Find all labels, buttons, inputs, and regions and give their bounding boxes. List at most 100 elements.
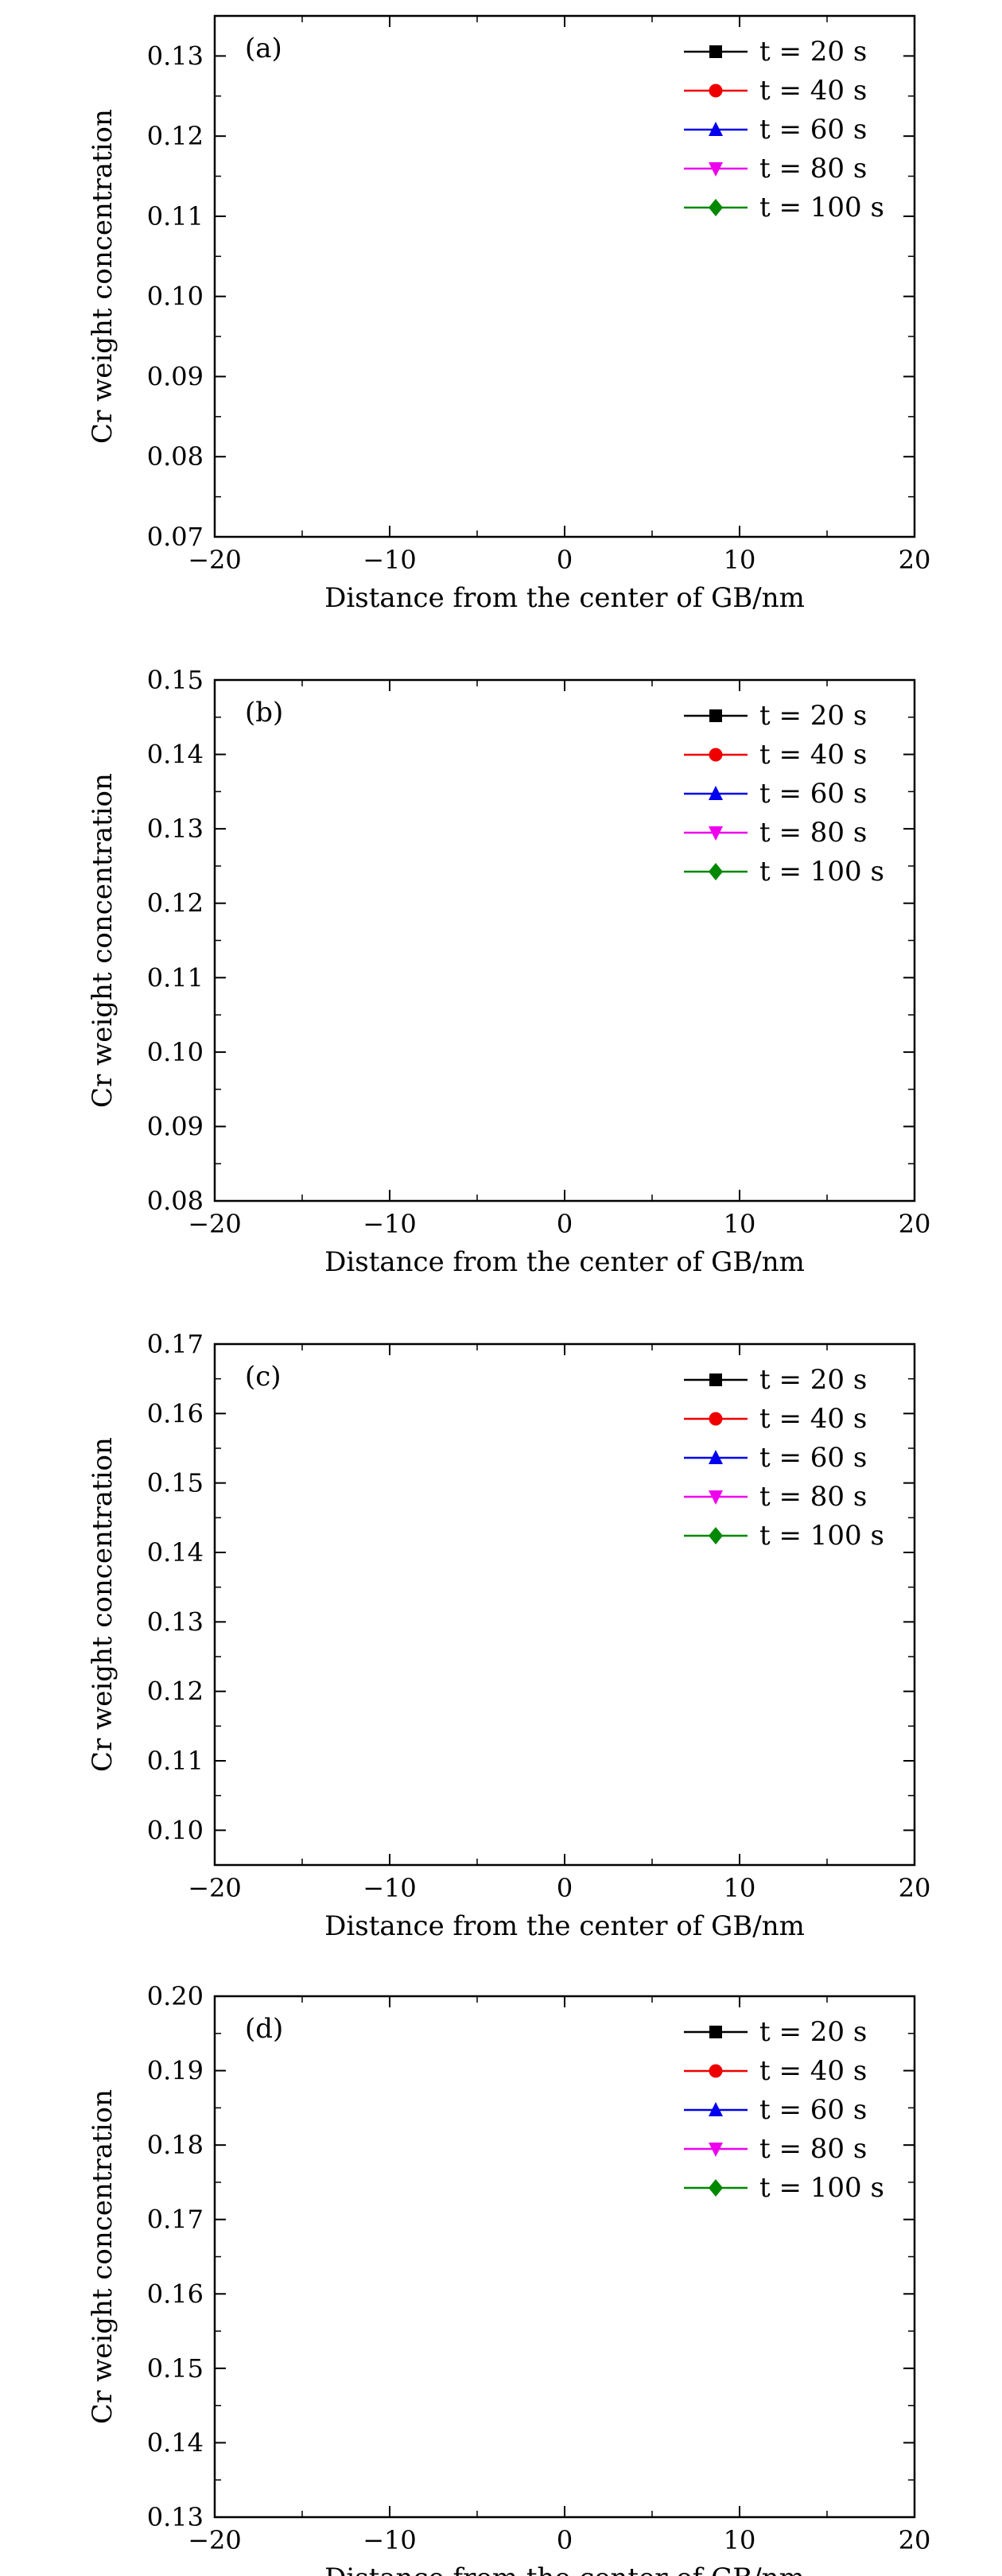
data-point bbox=[643, 0, 655, 13]
data-point bbox=[250, 0, 263, 13]
y-tick-label: 0.14 bbox=[147, 2427, 204, 2457]
data-point bbox=[327, 0, 340, 7]
data-point bbox=[538, 0, 550, 13]
data-point bbox=[698, 0, 711, 13]
data-point bbox=[432, 0, 445, 7]
data-point bbox=[908, 0, 921, 13]
data-point bbox=[306, 0, 319, 13]
data-point bbox=[663, 0, 677, 7]
data-point bbox=[236, 0, 250, 7]
data-point bbox=[824, 0, 837, 13]
data-point bbox=[747, 0, 760, 7]
data-point bbox=[313, 0, 327, 7]
data-point bbox=[432, 0, 445, 7]
data-point bbox=[306, 0, 319, 13]
data-point bbox=[278, 0, 292, 7]
data-point bbox=[558, 0, 572, 7]
legend-label: t = 40 s bbox=[759, 1403, 867, 1435]
data-point bbox=[460, 0, 473, 7]
data-point bbox=[607, 0, 620, 7]
data-point bbox=[818, 0, 830, 13]
data-point bbox=[425, 0, 438, 7]
data-point bbox=[313, 0, 327, 7]
data-point bbox=[726, 0, 739, 13]
data-point bbox=[761, 0, 775, 7]
data-point bbox=[341, 0, 354, 13]
data-point bbox=[789, 0, 802, 7]
data-point bbox=[663, 0, 676, 13]
data-point bbox=[852, 0, 865, 13]
data-point bbox=[600, 0, 613, 13]
data-point bbox=[558, 0, 571, 13]
data-point bbox=[789, 0, 802, 7]
plot-area bbox=[208, 0, 922, 13]
data-point bbox=[908, 0, 921, 13]
data-point bbox=[670, 0, 683, 7]
data-point bbox=[873, 0, 886, 13]
data-point bbox=[523, 0, 536, 13]
x-tick-label: −20 bbox=[188, 1873, 242, 1903]
data-point bbox=[488, 0, 502, 7]
data-point bbox=[656, 0, 669, 13]
data-point bbox=[468, 0, 480, 13]
data-point bbox=[433, 0, 445, 13]
data-point bbox=[530, 0, 543, 7]
data-point bbox=[747, 0, 760, 7]
data-point bbox=[796, 0, 809, 13]
data-point bbox=[754, 0, 767, 13]
data-point bbox=[376, 0, 389, 13]
data-point bbox=[621, 0, 634, 13]
data-point bbox=[789, 0, 802, 7]
data-point bbox=[642, 0, 655, 7]
data-point bbox=[516, 0, 529, 13]
y-tick-label: 0.20 bbox=[147, 1981, 204, 2011]
data-point bbox=[516, 0, 530, 7]
data-point bbox=[243, 0, 257, 7]
data-point bbox=[446, 0, 459, 13]
x-tick-label: 20 bbox=[899, 2525, 931, 2555]
data-point bbox=[334, 0, 347, 13]
data-point bbox=[698, 0, 711, 13]
data-point bbox=[831, 0, 845, 7]
data-point bbox=[873, 0, 887, 7]
data-point bbox=[608, 0, 620, 13]
data-point bbox=[775, 0, 788, 7]
data-point bbox=[257, 0, 270, 7]
data-point bbox=[894, 0, 907, 7]
data-point bbox=[390, 0, 403, 13]
data-point bbox=[880, 0, 893, 13]
data-point bbox=[334, 0, 348, 7]
data-point bbox=[264, 0, 277, 13]
data-point bbox=[271, 0, 284, 13]
data-point bbox=[600, 0, 613, 7]
data-point bbox=[503, 0, 515, 13]
data-point bbox=[503, 0, 515, 13]
y-tick-label: 0.18 bbox=[147, 2130, 204, 2160]
y-axis-title: Cr weight concentration bbox=[87, 2089, 118, 2424]
data-point bbox=[320, 0, 333, 13]
data-point bbox=[719, 0, 732, 13]
data-point bbox=[810, 0, 823, 13]
plot-area bbox=[208, 0, 922, 13]
data-point bbox=[488, 0, 501, 13]
x-axis-title: Distance from the center of GB/nm bbox=[324, 1910, 805, 1942]
data-point bbox=[635, 0, 648, 7]
data-point bbox=[768, 0, 781, 13]
data-point bbox=[838, 0, 852, 7]
data-point bbox=[817, 0, 830, 7]
data-point bbox=[824, 0, 837, 7]
data-point bbox=[208, 0, 222, 7]
data-point bbox=[398, 0, 410, 13]
data-point bbox=[754, 0, 767, 7]
data-point bbox=[719, 0, 732, 7]
data-point bbox=[684, 0, 697, 7]
data-point bbox=[355, 0, 368, 13]
data-point bbox=[649, 0, 662, 13]
data-point bbox=[810, 0, 823, 7]
data-point bbox=[845, 0, 858, 13]
data-point bbox=[880, 0, 893, 7]
data-point bbox=[208, 0, 221, 13]
y-axis-title: Cr weight concentration bbox=[87, 773, 118, 1108]
data-point bbox=[334, 0, 347, 13]
data-point bbox=[740, 0, 753, 13]
